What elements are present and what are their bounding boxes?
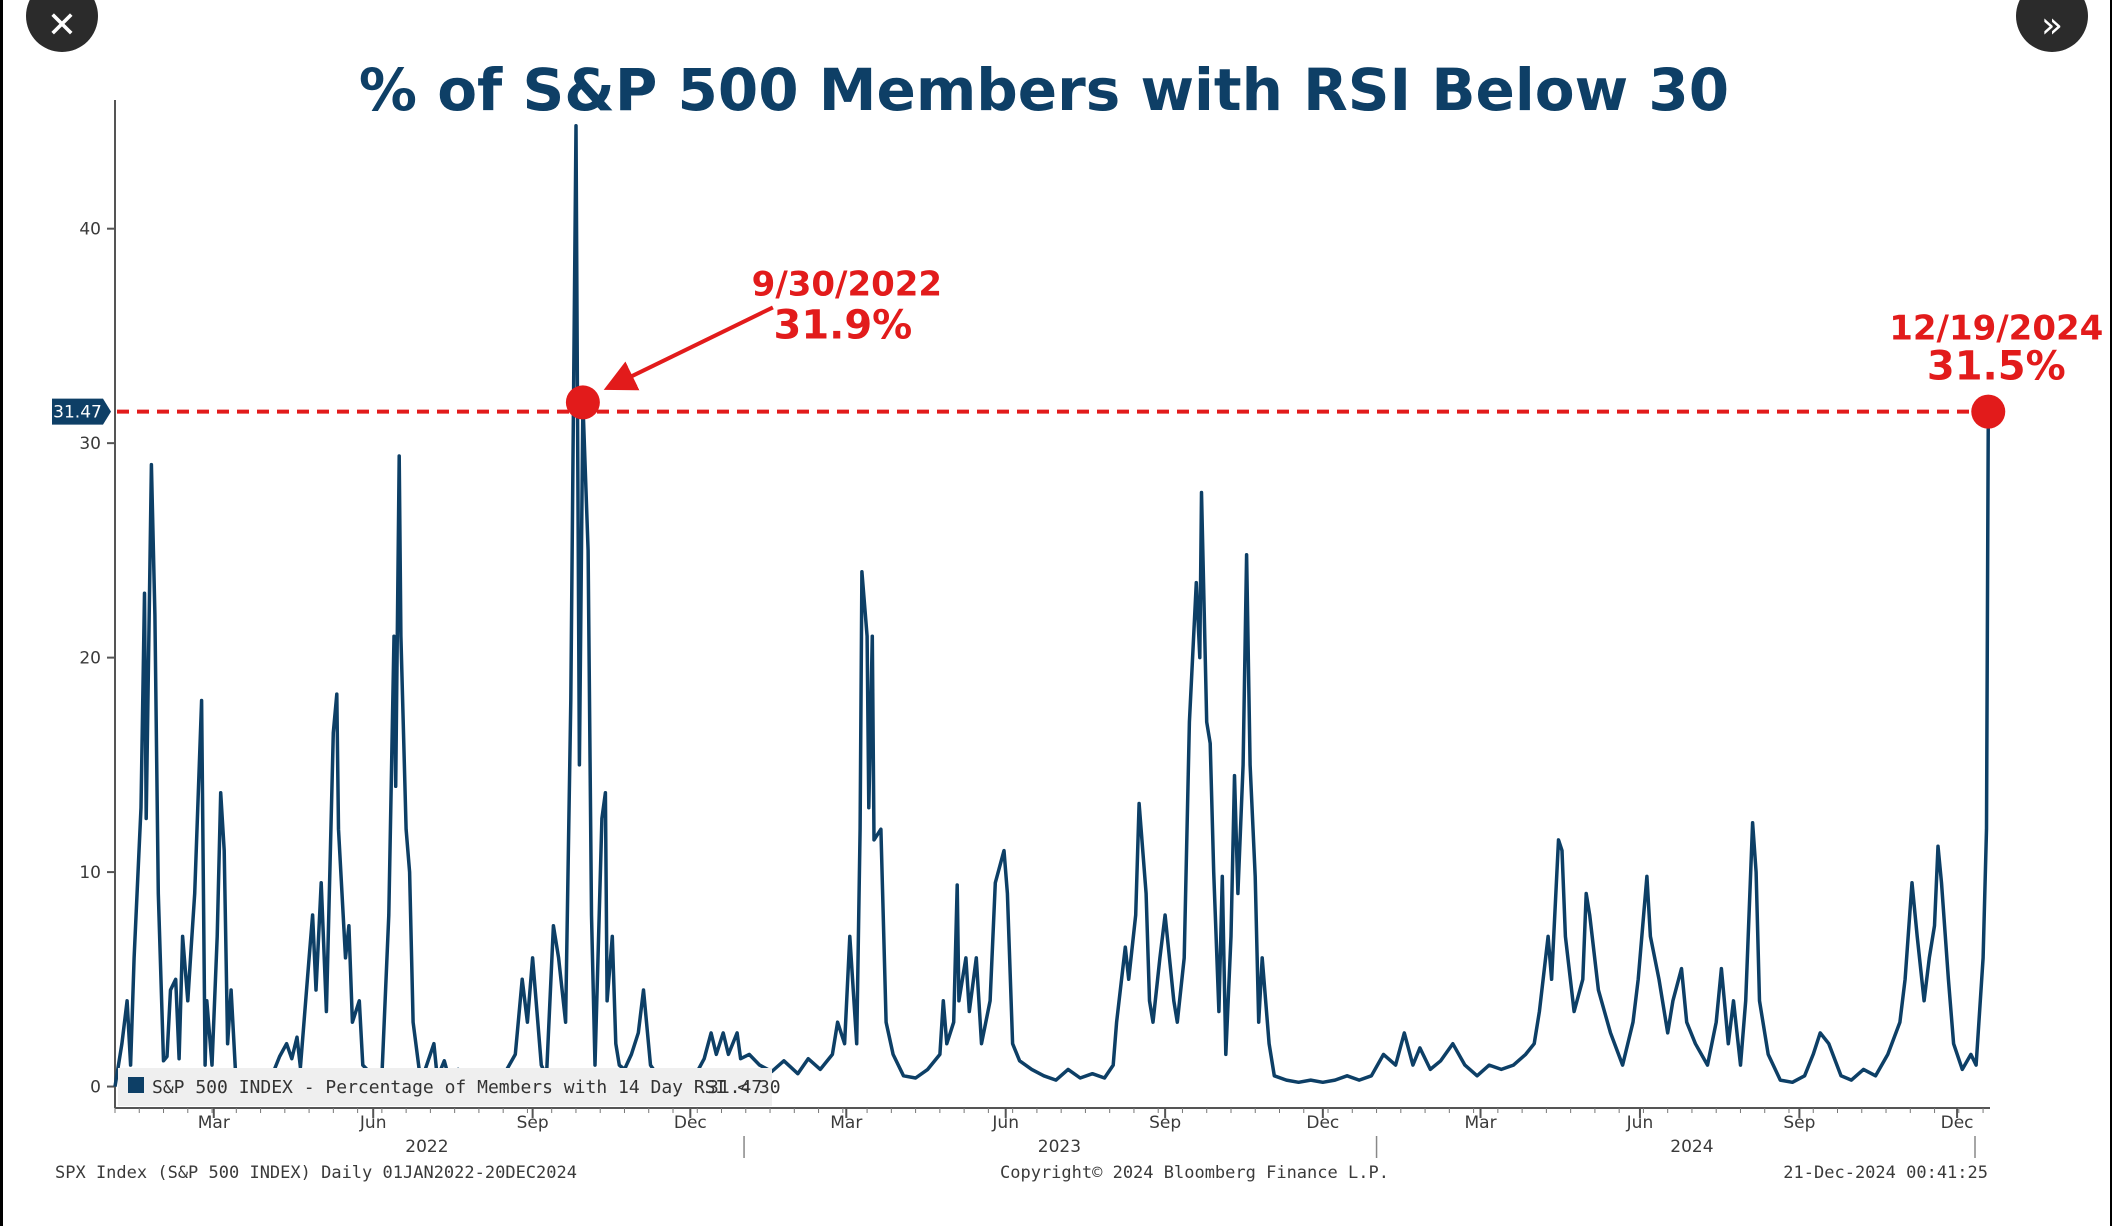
x-tick-label: Sep	[1783, 1113, 1815, 1133]
footer-center: Copyright© 2024 Bloomberg Finance L.P.	[1000, 1163, 1389, 1183]
legend: S&P 500 INDEX - Percentage of Members wi…	[118, 1068, 781, 1106]
x-tick-label: Mar	[198, 1113, 230, 1133]
x-tick-label: Mar	[830, 1113, 862, 1133]
x-tick-label: Dec	[1941, 1113, 1974, 1133]
annotation-value: 31.5%	[1927, 344, 2066, 390]
x-tick-label: Sep	[1149, 1113, 1181, 1133]
chart-title: % of S&P 500 Members with RSI Below 30	[359, 56, 1729, 124]
chevron-double-right-icon: »	[2040, 5, 2064, 46]
legend-swatch	[128, 1077, 144, 1093]
footer-right: 21-Dec-2024 00:41:25	[1783, 1163, 1988, 1183]
legend-background	[118, 1068, 772, 1106]
annotation-date: 12/19/2024	[1889, 309, 2103, 349]
last-value-tag: 31.47	[52, 398, 111, 425]
annotation-value: 31.9%	[773, 302, 912, 348]
chart-axes	[114, 100, 1990, 1109]
x-tick-label: Dec	[674, 1113, 707, 1133]
x-year-label: 2024	[1670, 1137, 1713, 1157]
y-tick-label: 10	[79, 863, 101, 883]
y-tick-label: 20	[79, 649, 101, 669]
x-year-label: 2022	[405, 1137, 448, 1157]
annotation-marker	[565, 385, 600, 420]
close-icon: ✕	[46, 5, 78, 46]
x-tick-label: Jun	[991, 1113, 1019, 1133]
x-tick-label: Sep	[517, 1113, 549, 1133]
series-line	[113, 123, 1991, 1089]
x-tick-label: Jun	[1626, 1113, 1654, 1133]
x-tick-label: Mar	[1464, 1113, 1496, 1133]
legend-value: 31.47	[708, 1077, 762, 1098]
annotation-arrow	[603, 305, 774, 391]
x-tick-label: Dec	[1306, 1113, 1339, 1133]
last-value-tag-label: 31.47	[53, 403, 102, 423]
last-value-tag-shape	[52, 398, 111, 425]
legend-label: S&P 500 INDEX - Percentage of Members wi…	[152, 1077, 781, 1098]
axis-ticks: 0 10 20 30 40 Mar Jun Sep Dec Mar Jun Sep Dec Mar Jun S…	[79, 220, 1984, 1158]
y-tick-label: 0	[90, 1078, 101, 1098]
annotation-marker	[1971, 394, 2006, 429]
x-tick-label: Jun	[359, 1113, 387, 1133]
annotation-date: 9/30/2022	[752, 264, 942, 304]
y-tick-label: 40	[79, 220, 101, 240]
x-year-label: 2023	[1038, 1137, 1081, 1157]
footer-left: SPX Index (S&P 500 INDEX) Daily 01JAN202…	[55, 1163, 577, 1183]
y-tick-label: 30	[79, 434, 101, 454]
